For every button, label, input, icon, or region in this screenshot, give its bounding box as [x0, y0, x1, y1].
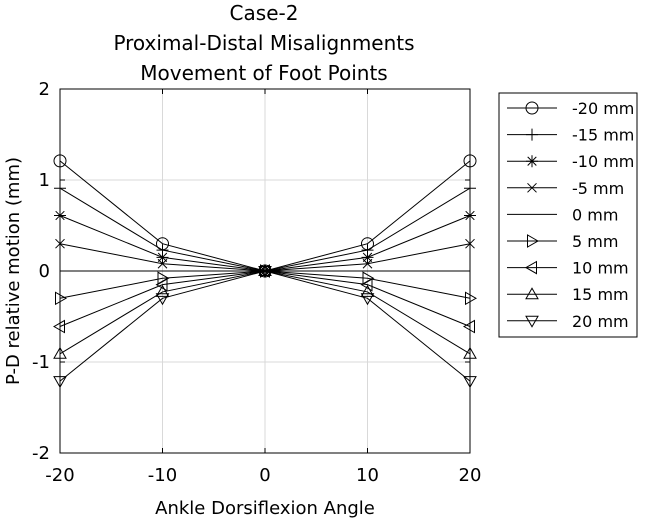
y-tick-label: -1 [32, 352, 50, 373]
legend-box [498, 92, 638, 338]
legend-label: -15 mm [572, 126, 634, 145]
marker-circle [525, 101, 539, 115]
legend-item: -20 mm [507, 99, 634, 118]
legend-label: 10 mm [572, 259, 629, 278]
marker-triangle-up [53, 346, 67, 359]
marker-triangle-up [155, 284, 170, 297]
legend-item: 20 mm [507, 312, 629, 331]
marker-cross [527, 182, 537, 193]
marker-triangle-down [525, 315, 539, 328]
chart-title-line: Proximal-Distal Misalignments [113, 31, 414, 55]
marker-plus [526, 128, 538, 141]
marker-cross [465, 238, 475, 249]
marker-circle [53, 154, 67, 168]
marker-triangle-down [53, 376, 67, 389]
marker-triangle-down [463, 376, 477, 389]
marker-triangle-left [257, 264, 270, 278]
x-tick-label: 10 [356, 465, 379, 486]
series-8 [53, 266, 477, 389]
legend-label: 5 mm [572, 232, 618, 251]
marker-triangle-right [527, 234, 540, 248]
legend-item: 5 mm [507, 232, 618, 251]
marker-triangle-down [258, 266, 272, 279]
marker-cross [55, 238, 65, 249]
marker-asterisk [464, 209, 476, 222]
marker-triangle-left [524, 260, 537, 275]
x-tick-label: 20 [459, 465, 482, 486]
marker-plus [464, 182, 476, 195]
marker-triangle-left [52, 319, 65, 334]
x-axis-label: Ankle Dorsiflexion Angle [155, 498, 375, 519]
marker-triangle-down [155, 293, 170, 306]
marker-asterisk [156, 251, 169, 264]
chart-title: Case-2 Proximal-Distal Misalignments Movem… [113, 1, 414, 85]
y-axis-ticks: -2 -1 0 1 2 [32, 79, 470, 464]
marker-triangle-up [525, 287, 539, 300]
marker-cross [362, 258, 373, 269]
legend-label: -5 mm [572, 179, 624, 198]
chart-title-line: Movement of Foot Points [140, 61, 387, 85]
marker-plus [54, 182, 66, 195]
legend-item: 0 mm [507, 205, 618, 224]
marker-triangle-up [258, 263, 272, 276]
chart-title-line: Case-2 [230, 1, 299, 25]
legend-item: 10 mm [507, 259, 629, 278]
series [52, 154, 478, 389]
legend-item: -5 mm [507, 179, 624, 198]
x-axis-ticks: -20 -10 0 10 20 [45, 89, 481, 486]
legend-label: -20 mm [572, 99, 634, 118]
legend-item: 15 mm [507, 285, 629, 304]
marker-triangle-down [360, 293, 375, 306]
legend-label: -10 mm [572, 152, 634, 171]
marker-triangle-right [260, 264, 273, 278]
marker-asterisk [526, 155, 538, 168]
legend-label: 15 mm [572, 285, 629, 304]
y-tick-label: 0 [39, 261, 50, 282]
series-line [59, 270, 471, 382]
marker-cross [157, 258, 168, 269]
y-axis-label: P-D relative motion (mm) [3, 157, 24, 385]
x-tick-label: -20 [45, 465, 74, 486]
x-tick-label: -10 [148, 465, 177, 486]
x-tick-label: 0 [259, 465, 270, 486]
y-tick-label: -2 [32, 443, 50, 464]
marker-circle [463, 154, 477, 168]
marker-triangle-right [55, 291, 68, 306]
marker-triangle-up [360, 284, 375, 297]
marker-triangle-up [463, 346, 477, 359]
legend: -20 mm -15 mm -10 mm -5 mm 0 mm 5 mm 10 mm 15 m… [498, 92, 638, 338]
marker-triangle-left [462, 319, 475, 334]
marker-triangle-right [465, 291, 478, 306]
legend-label: 20 mm [572, 312, 629, 331]
y-tick-label: 1 [39, 170, 50, 191]
marker-asterisk [54, 209, 66, 222]
marker-asterisk [361, 251, 374, 264]
legend-label: 0 mm [572, 205, 618, 224]
legend-item: -10 mm [507, 152, 634, 171]
legend-item: -15 mm [507, 126, 634, 145]
y-tick-label: 2 [39, 79, 50, 100]
